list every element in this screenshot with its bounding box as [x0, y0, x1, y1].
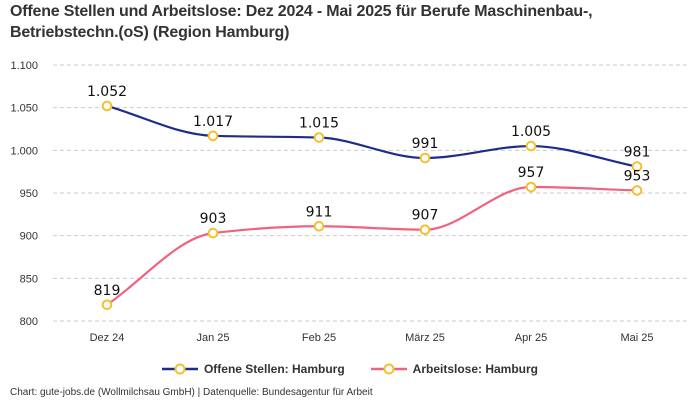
legend-label: Offene Stellen: Hamburg — [203, 362, 345, 376]
series-line — [106, 185, 638, 306]
data-label: 981 — [624, 145, 651, 161]
data-point — [631, 161, 643, 172]
data-label: 1.017 — [193, 114, 233, 130]
data-point — [101, 299, 113, 311]
data-point — [313, 132, 325, 143]
y-tick-label: 1.100 — [10, 60, 38, 72]
x-tick-label: Feb 25 — [302, 332, 336, 344]
series-markers — [101, 100, 643, 311]
data-label: 903 — [200, 211, 227, 227]
y-tick-label: 850 — [20, 273, 38, 285]
x-tick-label: Apr 25 — [515, 332, 547, 344]
x-tick-label: Mai 25 — [620, 332, 653, 344]
y-tick-label: 1.000 — [10, 145, 38, 157]
data-label: 991 — [412, 136, 439, 152]
x-tick-label: Dez 24 — [90, 332, 125, 344]
y-tick-label: 950 — [20, 188, 38, 200]
data-label: 907 — [412, 208, 439, 224]
x-axis-ticks: Dez 24 Jan 25 Feb 25 März 25 Apr 25 Mai 25 — [90, 332, 654, 344]
x-tick-label: März 25 — [405, 332, 445, 344]
series-lines — [106, 104, 638, 306]
grid-lines — [53, 64, 690, 322]
data-label: 953 — [624, 168, 651, 184]
legend-line-marker-icon — [370, 363, 407, 375]
data-point — [101, 100, 113, 112]
data-label: 1.005 — [511, 124, 551, 140]
data-labels: 1.052 1.017 1.015 991 1.005 981 819 903 911 907 95… — [87, 84, 650, 299]
series-line — [106, 104, 638, 168]
legend: Offene Stellen: Hamburg Arbeitslose: Ham… — [0, 362, 700, 376]
data-point — [631, 185, 643, 196]
data-point — [313, 220, 325, 232]
data-point — [419, 152, 431, 164]
data-label: 957 — [518, 165, 545, 181]
legend-item-offene-stellen[interactable]: Offene Stellen: Hamburg — [161, 362, 345, 376]
data-point — [525, 181, 537, 193]
data-point — [419, 224, 431, 235]
y-tick-label: 900 — [20, 231, 38, 243]
data-label: 1.015 — [299, 116, 339, 132]
legend-item-arbeitslose[interactable]: Arbeitslose: Hamburg — [370, 362, 539, 376]
x-tick-label: Jan 25 — [196, 332, 229, 344]
data-label: 911 — [306, 204, 333, 220]
legend-line-marker-icon — [161, 363, 198, 375]
data-label: 1.052 — [87, 84, 127, 100]
y-axis-ticks: 800 850 900 950 1.000 1.050 1.100 — [10, 60, 38, 328]
legend-label: Arbeitslose: Hamburg — [412, 362, 539, 376]
y-tick-label: 1.050 — [10, 103, 38, 115]
data-point — [207, 227, 219, 239]
source-footer: Chart: gute-jobs.de (Wollmilchsau GmbH) … — [10, 387, 373, 398]
data-point — [207, 130, 219, 142]
chart-title: Offene Stellen und Arbeitslose: Dez 2024… — [10, 3, 593, 41]
data-label: 819 — [94, 283, 121, 299]
data-point — [525, 140, 537, 152]
y-tick-label: 800 — [20, 316, 38, 328]
